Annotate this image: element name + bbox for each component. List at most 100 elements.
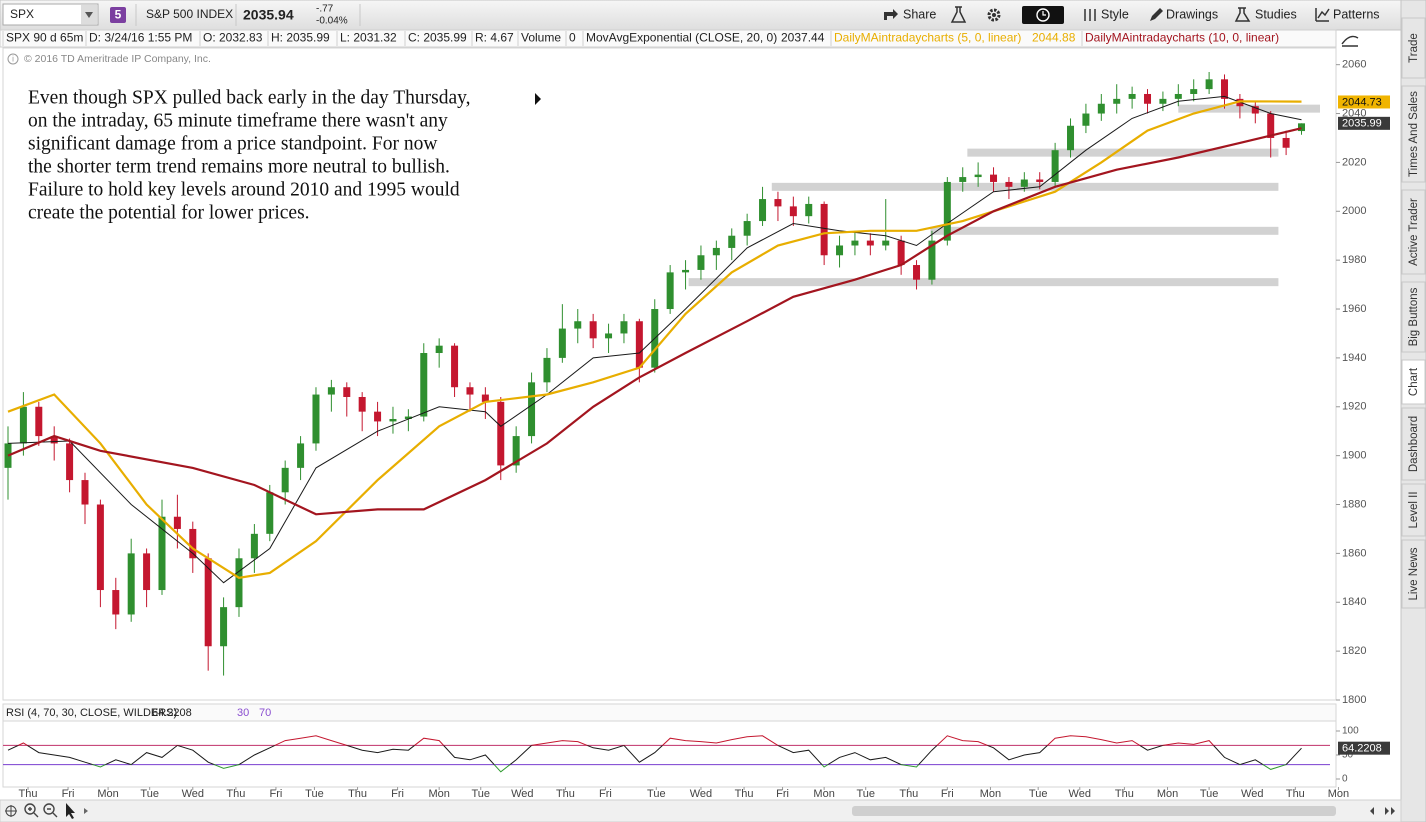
candle-body bbox=[1267, 113, 1275, 138]
badge-bg[interactable] bbox=[110, 7, 126, 23]
y-tick-label: 2040 bbox=[1342, 107, 1366, 119]
drawings-button[interactable]: Drawings bbox=[1166, 7, 1218, 21]
sidebar-tab[interactable] bbox=[1401, 359, 1426, 405]
share-button[interactable]: Share bbox=[903, 7, 936, 21]
sidebar-tab[interactable] bbox=[1401, 189, 1426, 275]
candle-body bbox=[1251, 106, 1259, 114]
candle-body bbox=[451, 345, 459, 388]
x-tick-label: Fri bbox=[776, 788, 789, 800]
x-tick-label: Fri bbox=[391, 788, 404, 800]
candle-body bbox=[1298, 123, 1306, 132]
candle-body bbox=[420, 353, 428, 417]
support-zone bbox=[1178, 104, 1320, 113]
candle-body bbox=[1036, 179, 1044, 182]
candle-body bbox=[189, 528, 197, 559]
style-button[interactable]: Style bbox=[1101, 7, 1129, 21]
sidebar-label: Chart bbox=[1408, 367, 1420, 396]
candle-body bbox=[497, 401, 505, 466]
candle-body bbox=[158, 516, 166, 591]
candle-body bbox=[235, 558, 243, 608]
candle-body bbox=[558, 328, 566, 358]
sidebar-label: Times And Sales bbox=[1408, 91, 1420, 177]
rsi-last: 64.2208 bbox=[152, 707, 192, 719]
patterns-button[interactable]: Patterns bbox=[1333, 7, 1380, 21]
flask-icon[interactable] bbox=[950, 6, 967, 23]
gear-icon[interactable] bbox=[987, 8, 1001, 22]
symbol: SPX bbox=[10, 7, 34, 21]
rsi-level-label: 70 bbox=[259, 707, 271, 719]
annotation-line: significant damage from a price standpoi… bbox=[28, 133, 437, 154]
moving-average bbox=[7, 100, 1302, 579]
study-value: 2037.44 bbox=[781, 31, 825, 45]
x-tick-label: Mon bbox=[97, 788, 118, 800]
candle-body bbox=[435, 345, 443, 354]
candle-body bbox=[1020, 179, 1028, 187]
x-tick-label: Tue bbox=[471, 788, 490, 800]
candle-body bbox=[327, 387, 335, 395]
candle-body bbox=[50, 436, 58, 444]
candle-body bbox=[127, 553, 135, 615]
candle-body bbox=[1205, 79, 1213, 90]
y-tick-label: 2060 bbox=[1342, 59, 1366, 71]
info-cell: D: 3/24/16 1:55 PM bbox=[89, 31, 192, 45]
candle-body bbox=[358, 396, 366, 412]
candle-body bbox=[836, 245, 844, 256]
sidebar-label: Live News bbox=[1408, 547, 1420, 600]
moving-average bbox=[7, 95, 1302, 584]
sidebar-tab[interactable] bbox=[1401, 17, 1426, 79]
annotation-line: the shorter term trend remains more neut… bbox=[28, 156, 450, 177]
price-pane bbox=[2, 47, 1337, 701]
candle-body bbox=[343, 387, 351, 397]
y-tick-label: 1920 bbox=[1342, 401, 1366, 413]
pointer-icon[interactable] bbox=[66, 803, 75, 819]
candle-body bbox=[81, 480, 89, 505]
sidebar-tab[interactable] bbox=[1401, 281, 1426, 353]
candle-body bbox=[528, 382, 536, 437]
sidebar-label: Active Trader bbox=[1408, 198, 1420, 266]
rsi-title: RSI (4, 70, 30, CLOSE, WILDERS) bbox=[6, 707, 177, 719]
drawings-icon bbox=[1150, 8, 1163, 21]
candle-body bbox=[666, 272, 674, 310]
candle-body bbox=[1097, 103, 1105, 114]
study-name: DailyMAintradaycharts (5, 0, linear) bbox=[834, 31, 1021, 45]
sidebar-tab[interactable] bbox=[1401, 85, 1426, 183]
change-pct: -0.04% bbox=[316, 16, 348, 27]
x-tick-label: Tue bbox=[1200, 788, 1219, 800]
candle-body bbox=[389, 418, 397, 422]
x-tick-label: Wed bbox=[182, 788, 204, 800]
zoom-out-glyph bbox=[47, 808, 58, 818]
info-cell: H: 2035.99 bbox=[271, 31, 330, 45]
zoom-out-icon[interactable] bbox=[43, 803, 55, 815]
candle-body bbox=[1221, 79, 1229, 99]
symbol-input[interactable] bbox=[2, 3, 99, 26]
price-tag-label: 2044.73 bbox=[1342, 96, 1382, 108]
x-tick-label: Thu bbox=[1115, 788, 1134, 800]
candle-body bbox=[1190, 89, 1198, 94]
candle-body bbox=[112, 590, 120, 615]
sidebar-tab[interactable] bbox=[1401, 539, 1426, 609]
candle-body bbox=[466, 387, 474, 395]
zoom-in-icon[interactable] bbox=[24, 803, 36, 815]
annotation-line: create the potential for lower prices. bbox=[28, 202, 310, 223]
candle-body bbox=[682, 269, 690, 273]
sidebar-tab[interactable] bbox=[1401, 483, 1426, 537]
sidebar-tab[interactable] bbox=[1401, 407, 1426, 481]
scroll-thumb[interactable] bbox=[852, 806, 1336, 816]
x-tick-label: Thu bbox=[735, 788, 754, 800]
candle-body bbox=[743, 221, 751, 236]
gear-hub bbox=[992, 13, 996, 17]
rsi-level-label: 30 bbox=[237, 707, 249, 719]
x-tick-label: Tue bbox=[856, 788, 875, 800]
moving-average bbox=[7, 127, 1302, 516]
x-tick-label: Fri bbox=[62, 788, 75, 800]
x-tick-label: Thu bbox=[899, 788, 918, 800]
scroll-left[interactable] bbox=[84, 808, 88, 814]
candle-body bbox=[774, 199, 782, 207]
y-tick-label: 1980 bbox=[1342, 254, 1366, 266]
candle-body bbox=[1159, 98, 1167, 104]
candle-body bbox=[1082, 113, 1090, 126]
candle-body bbox=[574, 321, 582, 329]
studies-button[interactable]: Studies bbox=[1255, 7, 1297, 21]
study-name: MovAvgExponential (CLOSE, 20, 0) bbox=[586, 31, 777, 45]
